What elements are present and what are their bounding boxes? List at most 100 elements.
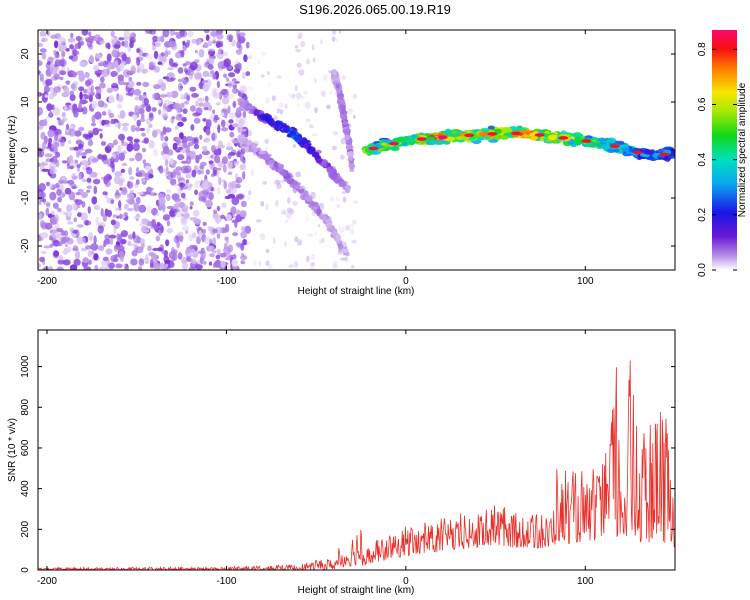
heatmap-cell (333, 77, 339, 82)
heatmap-cell (94, 264, 99, 270)
heatmap-cell (159, 94, 168, 98)
heatmap-cell (277, 168, 284, 172)
heatmap-cell (69, 165, 74, 170)
heatmap-cell (47, 129, 55, 138)
heatmap-cell (203, 30, 210, 34)
heatmap-cell (168, 251, 176, 260)
heatmap-cell (342, 196, 347, 203)
heatmap-cell (169, 210, 175, 218)
heatmap-cell (141, 132, 146, 137)
heatmap-cell (410, 134, 418, 139)
heatmap-cell (368, 146, 379, 151)
heatmap-cell (127, 70, 135, 74)
heatmap-cell (66, 123, 69, 130)
heatmap-cell (167, 66, 175, 71)
heatmap-cell (162, 152, 170, 161)
heatmap-cell (227, 80, 233, 89)
heatmap-cell (169, 261, 175, 268)
heatmap-cell (197, 169, 202, 175)
heatmap-cell (117, 120, 121, 130)
heatmap-cell (135, 196, 141, 204)
heatmap-cell (191, 169, 197, 178)
heatmap-cell (232, 123, 239, 128)
heatmap-cell (144, 254, 149, 262)
heatmap-cell (44, 153, 53, 158)
heatmap-cell (344, 225, 351, 231)
heatmap-cell (38, 213, 42, 218)
heatmap-cell (56, 117, 60, 121)
heatmap-cell (146, 105, 152, 112)
heatmap-cell (205, 34, 210, 41)
colorbar-ticks: 0.0 0.2 0.4 0.6 0.8 (697, 42, 737, 277)
heatmap-cell (74, 159, 78, 164)
x-tick-label: -200 (37, 576, 57, 587)
heatmap-cell (129, 176, 135, 181)
heatmap-cell (98, 245, 105, 252)
colorbar-tick-label: 0.6 (697, 97, 708, 111)
heatmap-cell (332, 30, 337, 35)
heatmap-cell (82, 237, 86, 244)
heatmap-cell (81, 155, 87, 159)
heatmap-cell (217, 48, 223, 55)
heatmap-cell (95, 216, 100, 226)
heatmap-cell (326, 104, 331, 109)
heatmap-cell (329, 196, 335, 202)
heatmap-cell (164, 159, 169, 167)
heatmap-cell (168, 40, 177, 48)
heatmap-cell (267, 81, 271, 88)
heatmap-cell (90, 250, 95, 255)
heatmap-cell (239, 164, 247, 171)
heatmap-cell (192, 209, 200, 217)
heatmap-cell (125, 92, 133, 96)
heatmap-cell (247, 55, 253, 60)
heatmap-cell (237, 101, 245, 106)
heatmap-cell (38, 263, 42, 269)
heatmap-cell (240, 252, 245, 258)
heatmap-cell (144, 165, 151, 172)
heatmap-cell (622, 148, 628, 152)
heatmap-cell (81, 159, 88, 166)
heatmap-cell (223, 58, 231, 68)
heatmap-cell (310, 253, 316, 260)
heatmap-cell (146, 204, 152, 214)
heatmap-cell (225, 214, 232, 221)
heatmap-cell (331, 145, 337, 151)
heatmap-cell (60, 119, 66, 124)
heatmap-cell (339, 104, 346, 109)
heatmap-cell (581, 139, 592, 143)
heatmap-cell (166, 220, 171, 227)
heatmap-cell (52, 91, 57, 97)
heatmap-cell (108, 262, 115, 269)
heatmap-cell (241, 71, 246, 80)
heatmap-cell (332, 173, 338, 179)
heatmap-cell (193, 144, 200, 150)
heatmap-cell (223, 73, 228, 79)
heatmap-cell (66, 246, 72, 253)
heatmap-cell (228, 112, 236, 119)
heatmap-cell (216, 169, 220, 178)
heatmap-cell (142, 159, 146, 165)
heatmap-cell (38, 182, 46, 192)
heatmap-cell (138, 94, 143, 101)
heatmap-cell (288, 93, 291, 99)
heatmap-cell (235, 176, 243, 184)
heatmap-cell (208, 160, 214, 164)
heatmap-cell (126, 80, 135, 88)
heatmap-cell (96, 40, 100, 45)
heatmap-cell (335, 197, 341, 202)
heatmap-cell (208, 50, 212, 56)
heatmap-cell (216, 30, 223, 35)
heatmap-cell (268, 121, 276, 126)
heatmap-cell (165, 166, 169, 175)
heatmap-cell (236, 151, 242, 158)
heatmap-cell (79, 71, 83, 78)
heatmap-cell (294, 236, 299, 243)
heatmap-cell (48, 137, 53, 144)
heatmap-cell (353, 114, 356, 119)
heatmap-cell (221, 156, 228, 165)
heatmap-cell (108, 95, 115, 104)
heatmap-cell (152, 247, 159, 252)
heatmap-cell (224, 195, 231, 200)
heatmap-cell (114, 60, 119, 69)
heatmap-cell (97, 153, 103, 160)
